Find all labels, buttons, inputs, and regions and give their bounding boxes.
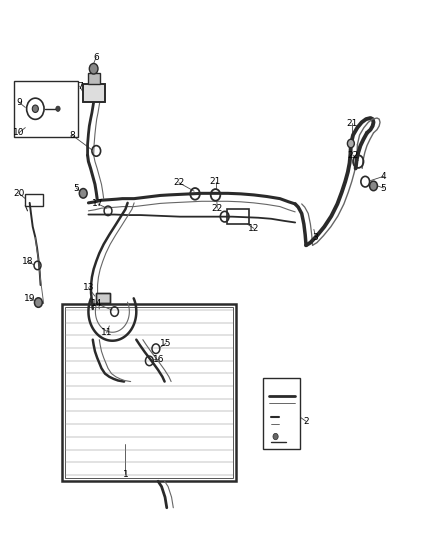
Text: 22: 22 — [173, 178, 184, 187]
Text: 8: 8 — [69, 131, 75, 140]
Text: 4: 4 — [381, 172, 386, 181]
Text: 2: 2 — [303, 417, 309, 426]
Text: 14: 14 — [91, 299, 102, 308]
Text: 3: 3 — [313, 233, 318, 242]
Circle shape — [79, 189, 87, 198]
Text: 13: 13 — [83, 283, 94, 292]
Bar — [62, 304, 237, 481]
Bar — [25, 194, 43, 206]
Bar — [227, 209, 249, 224]
Circle shape — [89, 63, 98, 74]
Text: 5: 5 — [381, 183, 386, 192]
Text: 12: 12 — [248, 224, 259, 233]
Bar — [96, 293, 110, 303]
Text: 22: 22 — [212, 204, 223, 213]
Bar — [96, 293, 110, 303]
Bar — [14, 81, 78, 136]
Text: 16: 16 — [153, 355, 165, 364]
Circle shape — [347, 139, 354, 148]
Text: 22: 22 — [347, 151, 359, 160]
Circle shape — [56, 106, 60, 111]
Bar — [65, 308, 233, 478]
Text: 21: 21 — [346, 119, 357, 128]
Circle shape — [370, 181, 378, 191]
Text: 1: 1 — [123, 470, 128, 479]
Circle shape — [273, 433, 278, 440]
Text: 6: 6 — [93, 53, 99, 62]
Text: 7: 7 — [77, 82, 83, 91]
Text: 21: 21 — [210, 177, 221, 186]
Text: 17: 17 — [92, 199, 104, 208]
Text: 15: 15 — [160, 339, 172, 348]
Text: 5: 5 — [74, 183, 79, 192]
Text: 10: 10 — [13, 128, 25, 138]
Text: 11: 11 — [101, 328, 113, 337]
Text: 9: 9 — [16, 98, 21, 107]
Circle shape — [35, 298, 42, 308]
Circle shape — [32, 105, 39, 112]
Text: 19: 19 — [24, 294, 35, 303]
Bar — [88, 73, 100, 84]
Bar — [83, 84, 105, 102]
Bar — [83, 84, 105, 102]
Text: 20: 20 — [13, 189, 25, 198]
Text: 18: 18 — [22, 257, 33, 265]
Bar — [262, 378, 300, 449]
